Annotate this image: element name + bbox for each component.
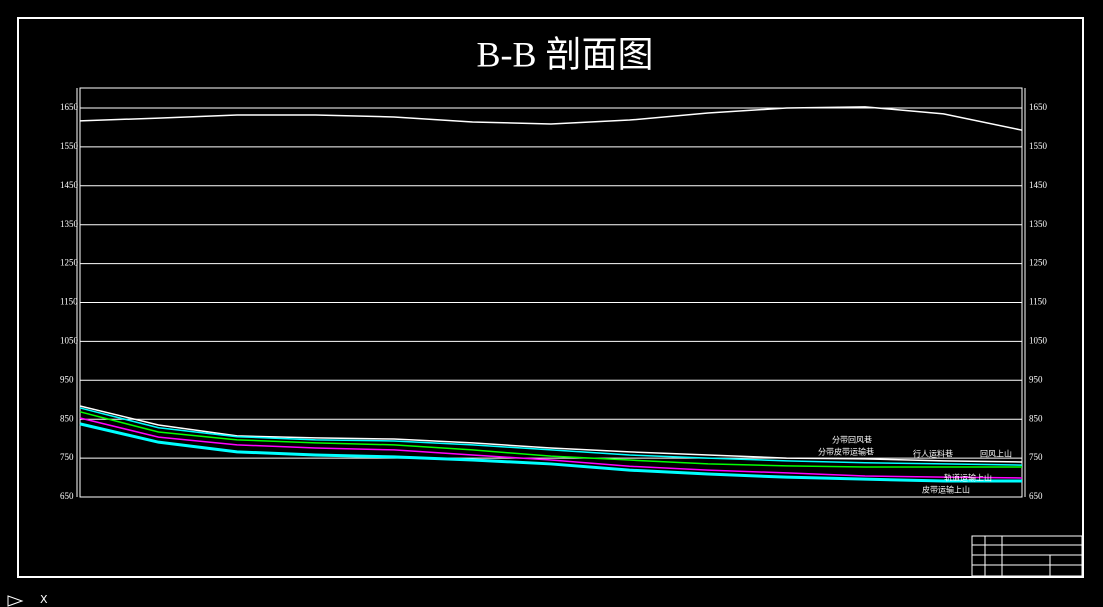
annotation: 回风上山 (980, 449, 1012, 459)
y-tick-label: 750 (60, 452, 74, 462)
y-tick-label: 1450 (1029, 180, 1048, 190)
y-tick-label: 850 (60, 413, 74, 423)
annotation: 分带回风巷 (832, 436, 872, 445)
y-tick-label: 1150 (60, 297, 78, 307)
y-tick-label: 1250 (1029, 258, 1048, 268)
y-tick-label: 1050 (1029, 335, 1048, 345)
y-tick-label: 1150 (1029, 297, 1047, 307)
y-tick-label: 1050 (60, 335, 79, 345)
series-line (79, 405, 1023, 463)
series-line (79, 422, 1022, 483)
y-tick-label: 750 (1029, 452, 1043, 462)
series-line (79, 407, 1023, 466)
series-line (79, 106, 1023, 131)
y-tick-label: 1450 (60, 180, 79, 190)
y-tick-label: 1550 (1029, 141, 1048, 151)
annotation: 分带皮带运输巷 (818, 447, 874, 457)
ucs-icon (7, 595, 24, 607)
frame (17, 17, 1084, 578)
y-tick-label: 950 (1029, 374, 1043, 384)
y-tick-label: 1250 (60, 258, 79, 268)
y-tick-label: 1650 (1029, 102, 1048, 112)
y-tick-label: 850 (1029, 413, 1043, 423)
series-line (79, 417, 1023, 479)
y-tick-label: 1550 (60, 141, 79, 151)
annotation: 轨道运输上山 (944, 473, 992, 483)
title-block (971, 535, 1083, 577)
axis-icon-label: X (40, 593, 48, 606)
series-line (79, 411, 1022, 468)
y-tick-label: 650 (60, 491, 74, 501)
y-tick-label: 1650 (60, 102, 79, 112)
annotation: 行人运料巷 (913, 449, 953, 459)
y-tick-label: 1350 (60, 219, 79, 229)
y-tick-label: 950 (60, 374, 74, 384)
y-tick-label: 650 (1029, 491, 1043, 501)
chart-title: B-B 剖面图 (476, 34, 653, 74)
annotation: 皮带运输上山 (922, 485, 970, 495)
y-tick-label: 1350 (1029, 219, 1048, 229)
